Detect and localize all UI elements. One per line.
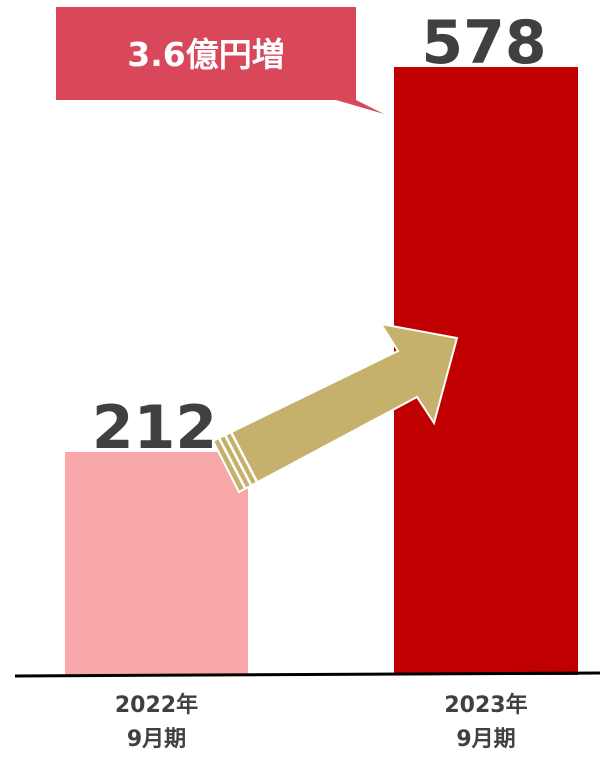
bar-2022 bbox=[65, 451, 248, 675]
tick-label-2022-period: 9月期 bbox=[127, 727, 186, 752]
tick-label-2023-period: 9月期 bbox=[456, 727, 515, 752]
x-axis-line bbox=[14, 671, 600, 678]
tick-label-2023-year: 2023年 bbox=[444, 692, 527, 718]
tick-label-2022-year: 2022年 bbox=[115, 692, 198, 718]
increase-callout: 3.6億円増 bbox=[56, 7, 384, 114]
growth-arrow-icon bbox=[211, 322, 459, 494]
callout-text: 3.6億円増 bbox=[127, 35, 284, 74]
value-label-2023: 578 bbox=[421, 8, 546, 78]
value-label-2022: 212 bbox=[92, 393, 217, 463]
